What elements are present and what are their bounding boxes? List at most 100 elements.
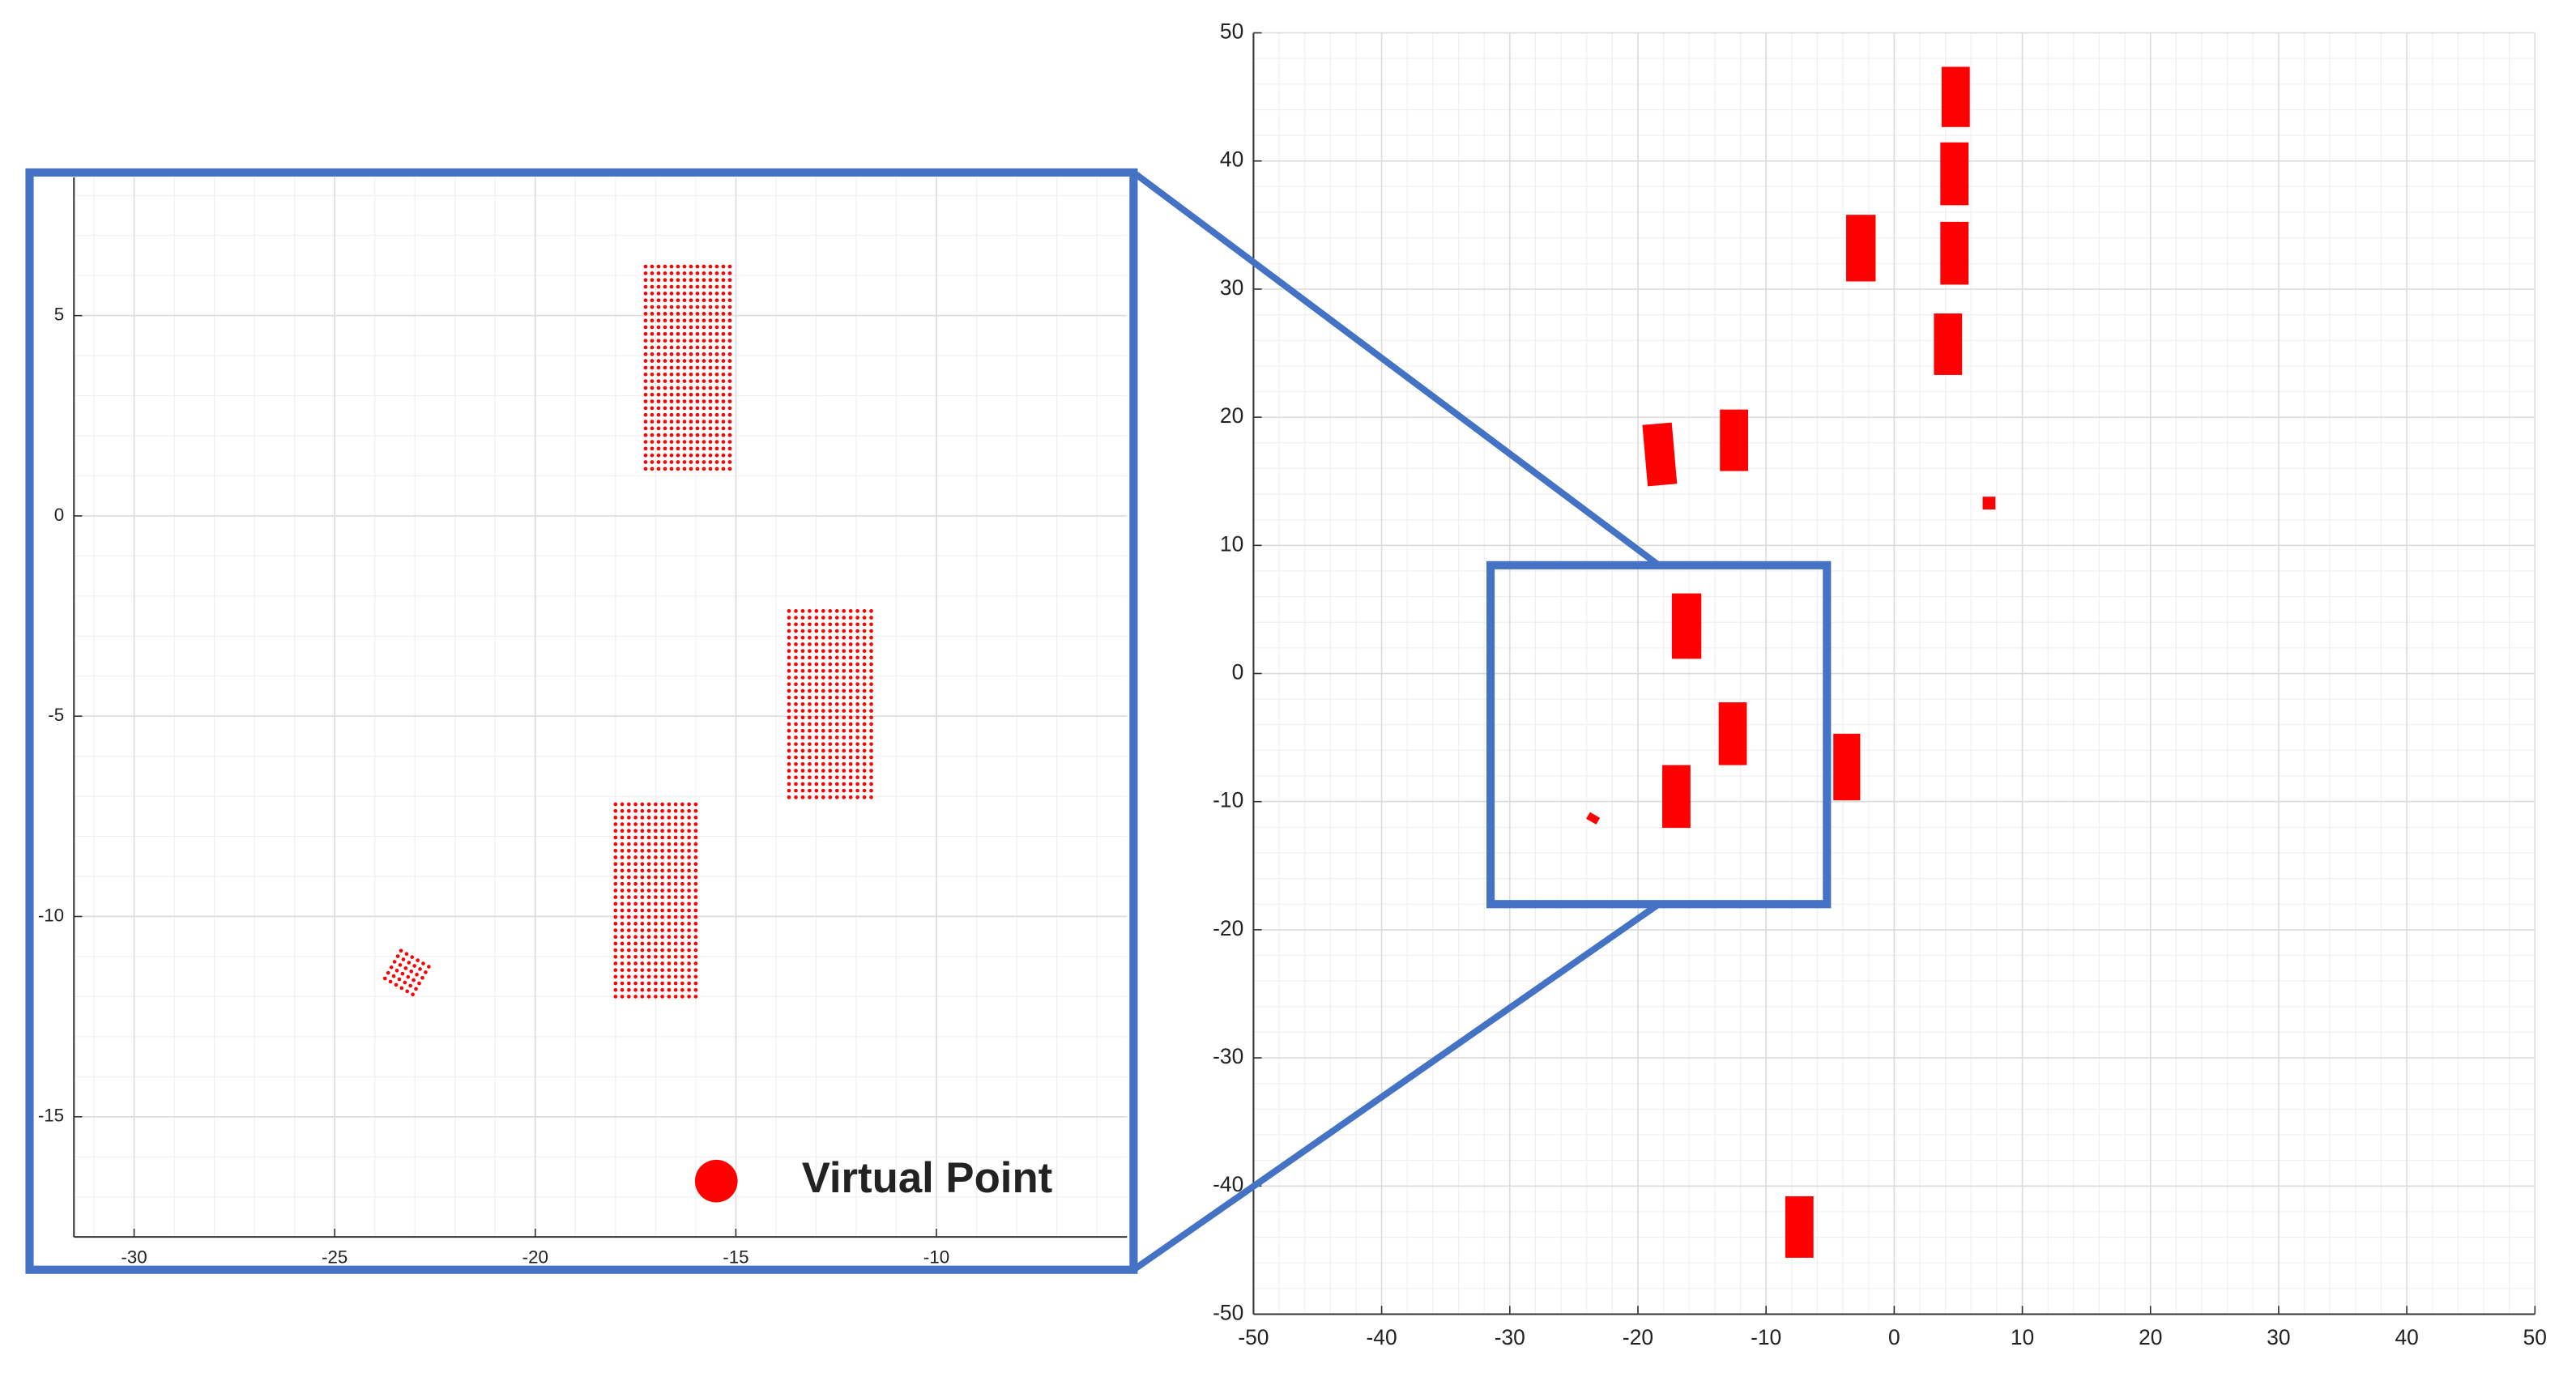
virtual-point — [787, 682, 791, 687]
virtual-point — [613, 981, 618, 986]
virtual-point — [695, 426, 700, 431]
virtual-point — [848, 702, 853, 706]
virtual-point — [695, 460, 700, 464]
virtual-point — [620, 829, 625, 833]
virtual-point — [721, 399, 726, 403]
virtual-point — [842, 788, 847, 793]
virtual-point — [834, 629, 839, 633]
virtual-point — [656, 453, 661, 458]
virtual-point — [620, 961, 625, 965]
virtual-point — [682, 392, 687, 397]
virtual-point — [646, 948, 651, 953]
virtual-point — [702, 331, 706, 336]
virtual-point — [663, 372, 667, 377]
virtual-point — [620, 901, 625, 906]
virtual-point — [862, 609, 867, 613]
virtual-point — [620, 987, 625, 992]
object — [1846, 215, 1876, 282]
virtual-point — [689, 292, 693, 296]
virtual-point — [821, 728, 825, 733]
virtual-point — [663, 305, 667, 309]
virtual-point — [633, 802, 638, 807]
virtual-point — [693, 868, 698, 873]
virtual-point — [669, 298, 674, 303]
y-tick-label: 50 — [1220, 19, 1243, 44]
virtual-point — [620, 881, 625, 886]
virtual-point — [787, 782, 791, 786]
virtual-point — [693, 948, 698, 953]
virtual-point — [695, 467, 700, 471]
virtual-point — [787, 702, 791, 706]
x-tick-label: 30 — [2267, 1325, 2290, 1349]
virtual-point — [689, 345, 693, 350]
virtual-point — [640, 974, 645, 979]
virtual-point — [834, 662, 839, 667]
virtual-point — [821, 688, 825, 693]
virtual-point — [808, 775, 812, 780]
virtual-point — [828, 722, 833, 727]
virtual-point — [667, 829, 672, 833]
virtual-point — [682, 284, 687, 289]
virtual-point — [676, 446, 680, 451]
virtual-point — [862, 709, 867, 713]
virtual-point — [633, 935, 638, 940]
virtual-point — [855, 695, 859, 700]
virtual-point — [673, 875, 678, 880]
virtual-point — [821, 655, 825, 660]
virtual-point — [673, 948, 678, 953]
virtual-point — [727, 278, 732, 283]
virtual-point — [869, 622, 873, 627]
virtual-point — [708, 298, 713, 303]
virtual-point — [680, 908, 685, 913]
virtual-point — [708, 359, 713, 363]
virtual-point — [808, 722, 812, 727]
virtual-point — [842, 715, 847, 720]
virtual-point — [680, 981, 685, 986]
virtual-point — [627, 987, 631, 992]
virtual-point — [834, 622, 839, 627]
virtual-point — [689, 359, 693, 363]
virtual-point — [663, 412, 667, 417]
virtual-point — [794, 755, 798, 760]
object — [1720, 409, 1749, 471]
virtual-point — [721, 453, 726, 458]
virtual-point — [654, 954, 658, 959]
virtual-point — [676, 325, 680, 330]
virtual-point — [643, 271, 648, 275]
virtual-point — [842, 616, 847, 620]
virtual-point — [646, 908, 651, 913]
virtual-point — [640, 875, 645, 880]
virtual-point — [828, 655, 833, 660]
virtual-point — [695, 440, 700, 444]
virtual-point — [689, 460, 693, 464]
virtual-point — [633, 901, 638, 906]
virtual-point — [721, 278, 726, 283]
x-tick-label: -30 — [1495, 1325, 1525, 1349]
virtual-point — [656, 312, 661, 316]
virtual-point — [869, 735, 873, 740]
virtual-point — [669, 359, 674, 363]
virtual-point — [620, 875, 625, 880]
virtual-point — [695, 412, 700, 417]
virtual-point — [787, 769, 791, 773]
virtual-point — [676, 420, 680, 424]
virtual-point — [643, 372, 648, 377]
virtual-point — [834, 788, 839, 793]
virtual-point — [682, 365, 687, 370]
virtual-point — [667, 968, 672, 972]
virtual-point — [693, 961, 698, 965]
virtual-point — [633, 822, 638, 826]
virtual-point — [673, 862, 678, 867]
virtual-point — [693, 981, 698, 986]
virtual-point — [687, 948, 691, 953]
virtual-point — [862, 769, 867, 773]
virtual-point — [660, 935, 664, 940]
object — [1785, 1196, 1814, 1258]
virtual-point — [656, 331, 661, 336]
virtual-point — [714, 440, 719, 444]
virtual-point — [673, 981, 678, 986]
virtual-point — [669, 426, 674, 431]
virtual-point — [702, 339, 706, 343]
virtual-point — [415, 972, 419, 977]
virtual-point — [828, 688, 833, 693]
